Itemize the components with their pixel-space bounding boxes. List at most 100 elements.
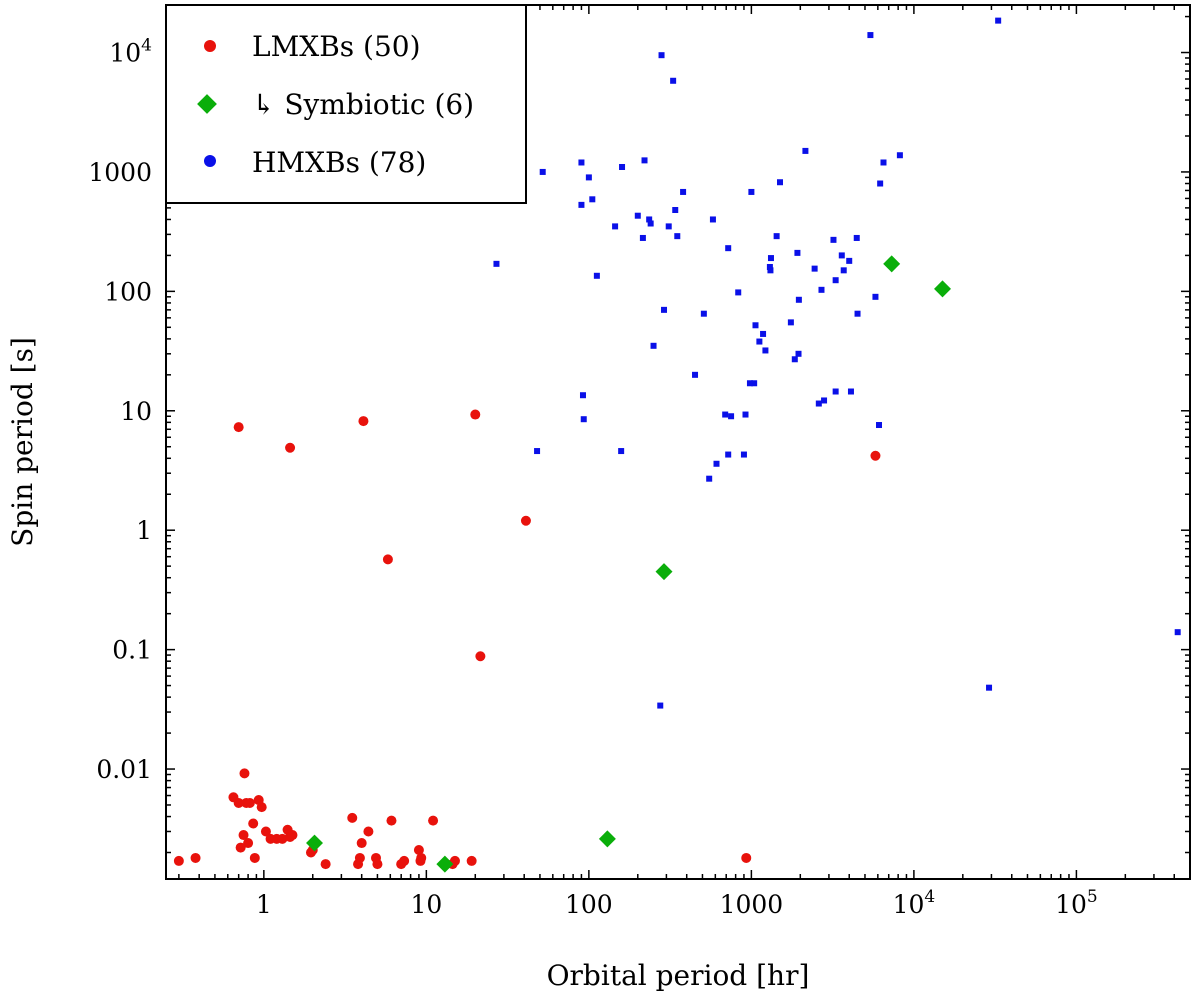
legend-marker-lmxb	[204, 40, 216, 52]
hmxb-point	[838, 252, 845, 259]
hmxb-point	[818, 286, 825, 293]
lmxb-point	[358, 416, 369, 427]
hmxb-point	[986, 684, 993, 691]
hmxb-point	[752, 322, 759, 329]
y-tick-label: 1	[136, 516, 152, 545]
lmxb-point	[320, 859, 331, 870]
lmxb-point	[363, 826, 374, 837]
hmxb-point	[735, 289, 742, 296]
lmxb-point	[233, 422, 244, 433]
y-axis-label: Spin period [s]	[6, 337, 39, 547]
lmxb-point	[190, 852, 201, 863]
legend-box	[165, 4, 527, 204]
hmxb-point	[791, 356, 798, 363]
lmxb-point	[285, 442, 296, 453]
hmxb-point	[589, 196, 596, 203]
hmxb-point	[634, 212, 641, 219]
x-tick-label: 1	[256, 890, 272, 919]
symbiotic-point	[598, 830, 616, 848]
symbiotic-point	[655, 563, 673, 581]
hmxb-point	[657, 702, 664, 709]
symbiotic-point	[436, 855, 454, 873]
lmxb-point	[428, 815, 439, 826]
legend-marker-symbiotic	[197, 94, 217, 114]
hmxb-point	[742, 411, 749, 418]
y-tick-label: 0.1	[112, 636, 152, 665]
hmxb-point	[766, 263, 773, 270]
y-tick-label: 100	[104, 277, 152, 306]
hmxb-point	[725, 451, 732, 458]
data-points	[173, 17, 1181, 873]
lmxb-point	[356, 838, 367, 849]
symbiotic-point	[306, 834, 323, 852]
y-tick-label: 104	[109, 36, 152, 68]
symbiotic-point	[934, 280, 951, 298]
hmxb-point	[795, 296, 802, 303]
hmxb-point	[647, 220, 654, 227]
hmxb-point	[762, 347, 769, 354]
hmxb-point	[713, 460, 720, 467]
lmxb-point	[235, 842, 246, 853]
hmxb-point	[756, 338, 763, 345]
tick-labels: 1 10 100 1000 104 105 0.01 0.1 1 10 100 1000 104	[88, 36, 1097, 919]
hmxb-point	[700, 310, 707, 317]
hmxb-point	[493, 260, 500, 267]
lmxb-point	[287, 830, 298, 841]
x-tick-label: 10	[410, 890, 442, 919]
hmxb-point	[846, 257, 853, 264]
hmxb-point	[612, 223, 619, 230]
hmxb-point	[692, 371, 699, 378]
hmxb-point	[760, 330, 767, 337]
hmxb-point	[680, 188, 687, 195]
hmxb-point	[585, 174, 592, 181]
hmxb-point	[650, 342, 657, 349]
hmxb-point	[578, 201, 585, 208]
hmxb-point	[854, 310, 861, 317]
legend: LMXBs (50) ↳ Symbiotic (6) HMXBs (78)	[165, 4, 527, 204]
y-tick-label: 10	[120, 397, 152, 426]
legend-label-hmxb: HMXBs (78)	[252, 146, 426, 179]
hmxb-point	[880, 159, 887, 166]
hmxb-point	[867, 32, 874, 39]
hmxb-point	[674, 233, 681, 240]
hmxb-point	[740, 451, 747, 458]
hmxb-point	[641, 157, 648, 164]
hmxb-point	[580, 416, 587, 423]
x-tick-label: 105	[1055, 887, 1098, 919]
lmxb-point	[239, 768, 250, 779]
lmxb-point	[382, 554, 393, 565]
x-tick-label: 1000	[720, 890, 784, 919]
hmxb-point	[539, 168, 546, 175]
legend-marker-hmxb	[204, 155, 216, 167]
lmxb-point	[399, 855, 410, 866]
hmxb-point	[722, 411, 729, 418]
lmxb-point	[244, 797, 255, 808]
lmxb-point	[277, 833, 288, 844]
hmxb-point	[832, 388, 839, 395]
y-tick-label: 1000	[88, 158, 152, 187]
legend-label-lmxb: LMXBs (50)	[252, 30, 421, 63]
hmxb-point	[670, 77, 677, 84]
hmxb-point	[896, 152, 903, 159]
hmxb-point	[751, 380, 758, 387]
hmxb-point	[811, 265, 818, 272]
lmxb-point	[256, 802, 267, 813]
hmxb-point	[534, 448, 541, 455]
hmxb-point	[795, 350, 802, 357]
hmxb-point	[639, 234, 646, 241]
hmxb-point	[787, 319, 794, 326]
hmxb-point	[661, 306, 668, 313]
hmxb-point	[658, 52, 665, 59]
hmxb-point	[773, 233, 780, 240]
hmxb-point	[872, 293, 879, 300]
hmxb-point	[995, 17, 1002, 24]
lmxb-point	[413, 844, 424, 855]
hmxb-point	[748, 188, 755, 195]
hmxb-point	[767, 255, 774, 262]
symbiotic-point	[883, 255, 901, 273]
hmxb-point	[767, 267, 774, 274]
hmxb-point	[794, 249, 801, 256]
lmxb-point	[173, 855, 184, 866]
hmxb-point	[840, 267, 847, 274]
